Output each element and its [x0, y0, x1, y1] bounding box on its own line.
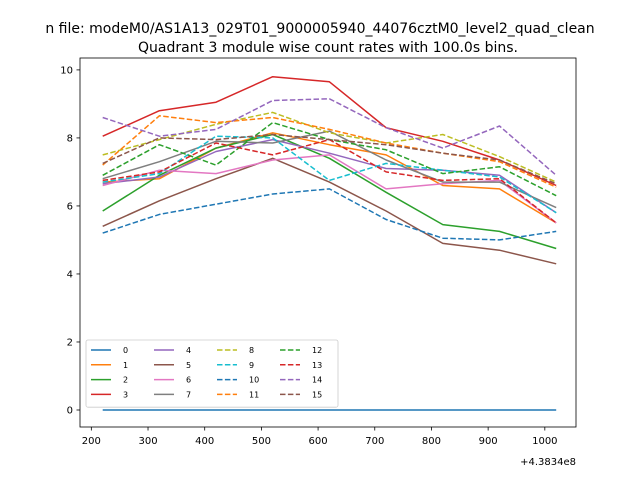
- series-line-14: [102, 98, 557, 176]
- series-line-5: [102, 157, 557, 265]
- legend-label-2: 2: [123, 376, 128, 385]
- legend-label-5: 5: [186, 361, 191, 370]
- series-line-10: [102, 188, 557, 241]
- y-tick-label: 4: [67, 269, 73, 280]
- legend-label-15: 15: [312, 390, 322, 399]
- axes-frame: [79, 57, 577, 428]
- x-tick-label: 700: [365, 436, 384, 447]
- y-tick-label: 2: [67, 337, 73, 348]
- series-line-7: [102, 130, 557, 209]
- series-line-3: [102, 75, 557, 187]
- x-tick-label: 200: [82, 436, 101, 447]
- legend-label-10: 10: [249, 376, 259, 385]
- legend-label-9: 9: [249, 361, 254, 370]
- legend-label-11: 11: [249, 390, 259, 399]
- x-tick-label: 600: [309, 436, 328, 447]
- x-tick-label: 400: [195, 436, 214, 447]
- plot-area: 200 300 400 500 600 700 800 900 10000246810+4.38…: [60, 57, 577, 468]
- chart-title: Quadrant 3 module wise count rates with …: [138, 40, 518, 56]
- legend-label-0: 0: [123, 346, 128, 355]
- legend-label-14: 14: [312, 376, 322, 385]
- legend-label-6: 6: [186, 376, 191, 385]
- y-tick-label: 8: [67, 133, 73, 144]
- series-line-9: [102, 135, 557, 214]
- x-tick-label: 500: [252, 436, 271, 447]
- series-line-15: [102, 133, 557, 185]
- series-line-4: [102, 138, 557, 214]
- figure-suptitle: n file: modeM0/AS1A13_029T01_9000005940_…: [45, 21, 594, 37]
- legend-label-7: 7: [186, 390, 191, 399]
- legend-label-4: 4: [186, 346, 191, 355]
- y-tick-label: 10: [60, 65, 73, 76]
- legend-label-12: 12: [312, 346, 322, 355]
- legend-label-13: 13: [312, 361, 322, 370]
- x-tick-label: 1000: [532, 436, 557, 447]
- legend-label-3: 3: [123, 390, 128, 399]
- series-line-1: [102, 132, 557, 224]
- x-tick-label: 300: [138, 436, 157, 447]
- x-offset-label: +4.3834e8: [520, 457, 576, 468]
- series-line-11: [102, 115, 557, 188]
- series-line-2: [102, 133, 557, 250]
- x-tick-label: 900: [479, 436, 498, 447]
- y-tick-label: 6: [67, 201, 73, 212]
- y-tick-label: 0: [67, 405, 73, 416]
- series-line-8: [102, 111, 557, 183]
- legend-label-1: 1: [123, 361, 128, 370]
- legend-label-8: 8: [249, 346, 254, 355]
- x-tick-label: 800: [422, 436, 441, 447]
- legend-box: [85, 339, 339, 408]
